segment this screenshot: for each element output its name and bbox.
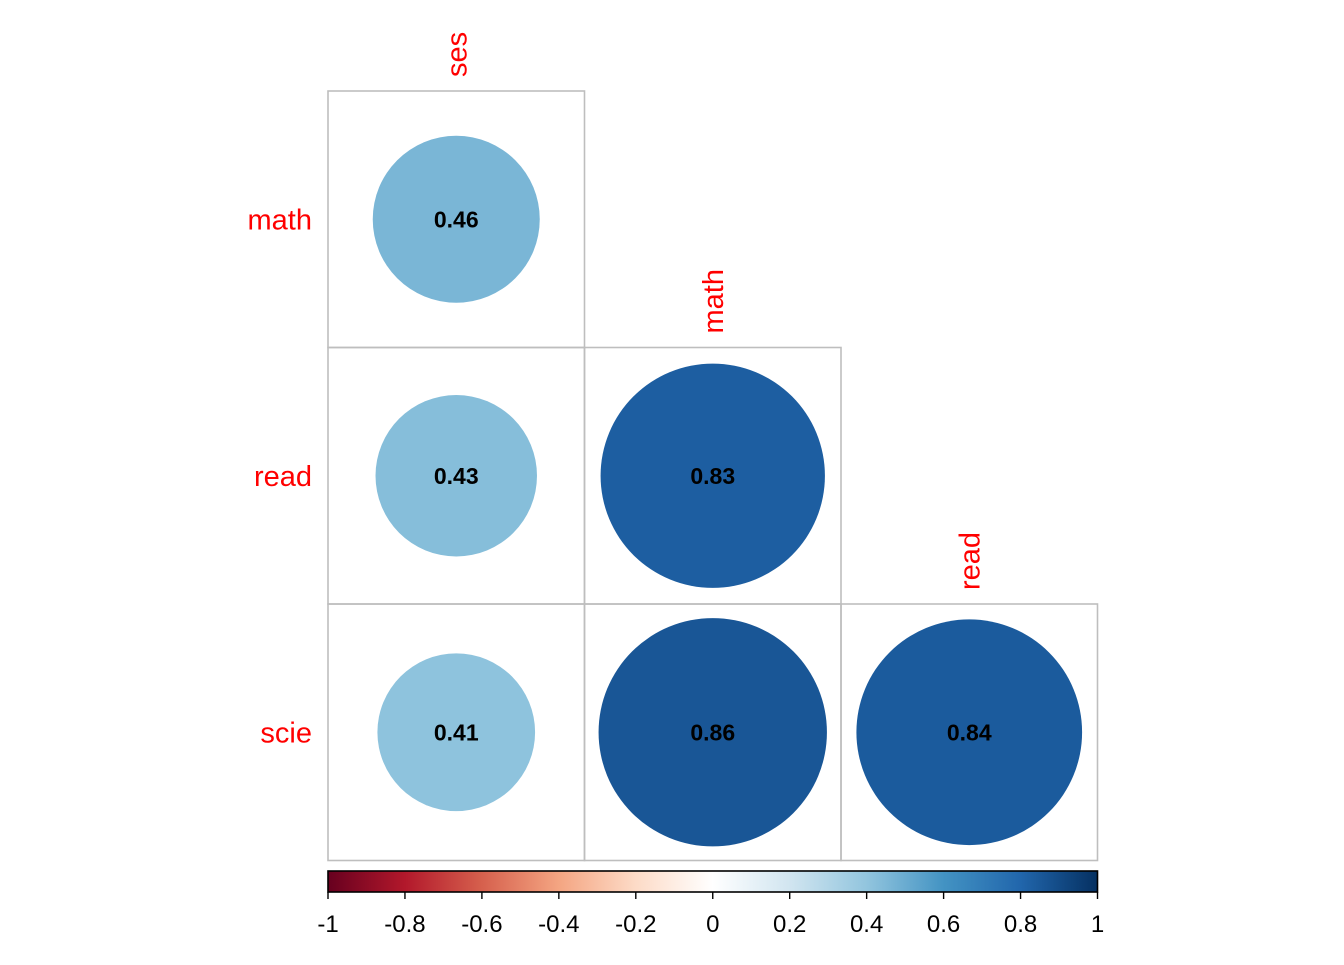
row-label: read xyxy=(254,461,312,493)
correlation-circle xyxy=(372,135,540,303)
colorbar-tick-label: 0 xyxy=(706,911,719,938)
colorbar-tick-label: -0.6 xyxy=(461,911,502,938)
correlation-circle xyxy=(598,618,827,847)
correlation-value-label: 0.84 xyxy=(947,720,992,746)
colorbar xyxy=(327,870,1099,893)
colorbar-tick-label: 0.8 xyxy=(1004,911,1037,938)
colorbar-tick-label: -1 xyxy=(317,911,338,938)
colorbar-tick-label: -0.2 xyxy=(615,911,656,938)
correlation-circle xyxy=(856,619,1083,846)
colorbar-tick-label: 1 xyxy=(1091,911,1104,938)
correlation-value-label: 0.41 xyxy=(434,720,479,746)
correlation-circle xyxy=(377,653,536,812)
colorbar-tick-label: 0.4 xyxy=(850,911,883,938)
colorbar-tick-label: -0.8 xyxy=(384,911,425,938)
correlation-value-label: 0.46 xyxy=(434,207,479,233)
column-label: read xyxy=(955,532,987,590)
colorbar-tick-label: 0.6 xyxy=(927,911,960,938)
row-label: math xyxy=(248,205,312,237)
grid-cell xyxy=(840,603,1099,862)
correlation-value-label: 0.83 xyxy=(690,463,735,489)
correlation-value-label: 0.43 xyxy=(434,463,479,489)
column-label: math xyxy=(698,269,730,333)
colorbar-tick-label: 0.2 xyxy=(773,911,806,938)
column-label: ses xyxy=(442,32,474,77)
row-label: scie xyxy=(260,718,312,750)
correlation-marks: 0.46 0.43 0.83 0.41 0.86 0.84 xyxy=(372,135,1083,847)
correlation-circle xyxy=(600,363,825,588)
correlation-value-label: 0.86 xyxy=(690,720,735,746)
cell-grid xyxy=(327,90,1099,862)
colorbar-tick-label: -0.4 xyxy=(538,911,579,938)
correlation-circle xyxy=(375,395,537,557)
